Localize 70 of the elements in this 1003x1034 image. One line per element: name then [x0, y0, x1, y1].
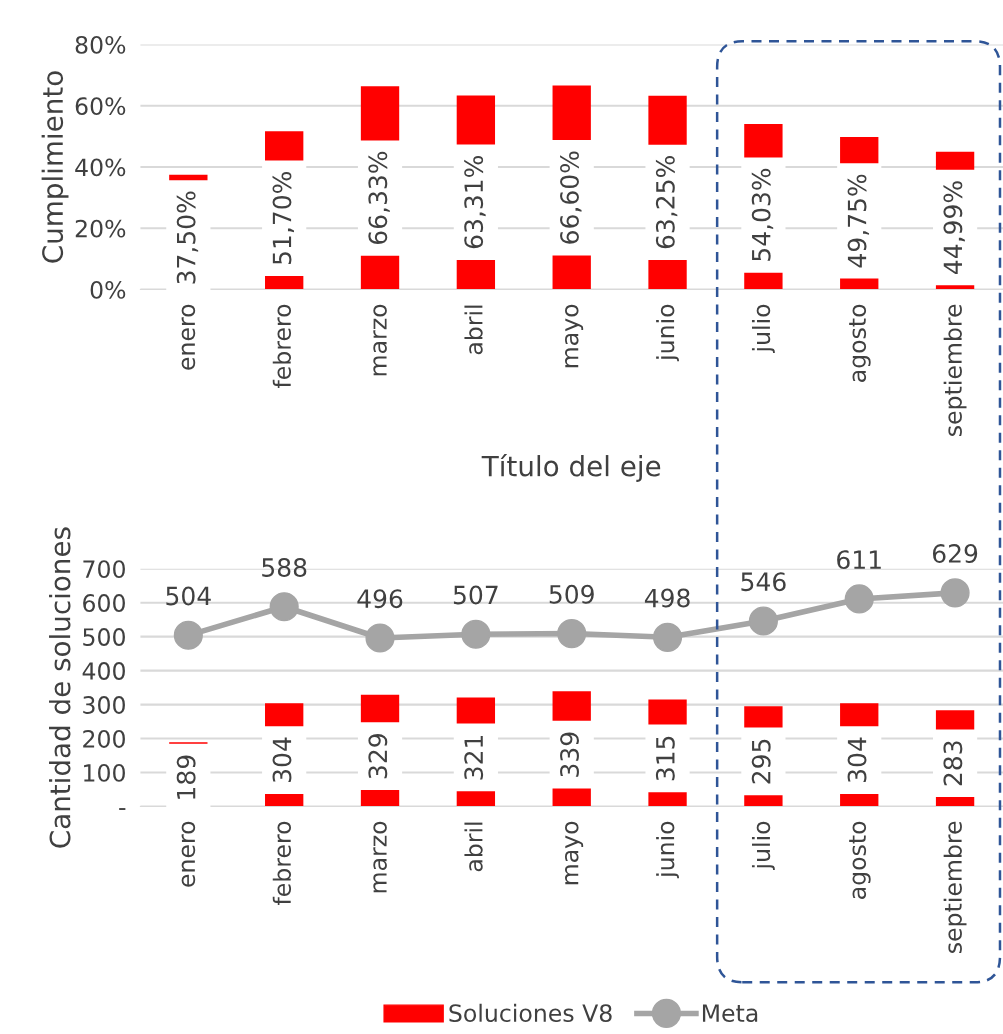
data-label: 496: [357, 589, 403, 609]
data-label: 283: [943, 741, 963, 786]
point: [557, 619, 587, 649]
data-label: 498: [644, 588, 690, 608]
x-tick-label: septiembre: [943, 821, 967, 953]
data-label: 66,33%: [368, 151, 390, 244]
y-tick-label: 80%: [75, 35, 126, 54]
x-tick-label: febrero: [272, 304, 292, 389]
x-tick-label: julio: [751, 821, 775, 870]
data-label: 315: [655, 736, 675, 781]
x-tick-label: enero: [181, 821, 196, 887]
y-tick-label: 100: [84, 763, 125, 782]
point: [461, 619, 491, 649]
x-tick-label: mayo: [565, 304, 584, 368]
x-tick-label: abril: [464, 822, 483, 872]
point: [173, 620, 203, 650]
data-label: 546: [741, 572, 786, 592]
y-tick-label: 700: [83, 560, 125, 579]
data-label: 507: [453, 585, 498, 605]
data-label: 66,60%: [560, 151, 582, 244]
data-label: 304: [847, 737, 867, 782]
data-label: 329: [368, 734, 388, 779]
y-axis-title: Cantidad de soluciones: [49, 527, 71, 848]
x-tick-label: agosto: [849, 821, 871, 899]
data-label: 44,99%: [943, 181, 965, 274]
data-label: 63,31%: [464, 155, 486, 249]
x-tick-label: julio: [751, 304, 775, 353]
y-tick-label: 40%: [75, 158, 126, 177]
y-tick-label: 60%: [75, 97, 126, 116]
y-tick-label: 400: [82, 662, 125, 680]
data-label: 509: [549, 584, 594, 604]
x-tick-label: agosto: [849, 304, 871, 382]
data-label: 504: [166, 586, 211, 606]
data-label: 49,75%: [847, 174, 870, 268]
point: [652, 622, 683, 652]
x-tick-label: marzo: [373, 304, 387, 376]
legend-label: Soluciones V8: [449, 1003, 612, 1023]
y-tick-label: -: [119, 808, 126, 810]
point: [844, 584, 874, 614]
x-tick-label: abril: [464, 305, 483, 355]
x-tick-label: junio: [656, 821, 679, 879]
x-tick-label: marzo: [373, 821, 387, 893]
point: [748, 606, 778, 636]
data-label: 588: [262, 558, 307, 577]
x-tick-label: septiembre: [943, 304, 967, 436]
x-axis-title: Título del eje: [481, 453, 661, 482]
x-tick-label: febrero: [272, 821, 292, 906]
data-label: 51,70%: [272, 171, 294, 264]
x-tick-label: junio: [656, 304, 679, 362]
data-label: 321: [464, 735, 484, 780]
y-tick-label: 600: [83, 594, 125, 612]
legend-label: Meta: [702, 1004, 758, 1023]
x-tick-label: mayo: [565, 821, 584, 885]
y-tick-label: 200: [83, 730, 125, 748]
point: [940, 578, 970, 608]
data-label: 629: [932, 544, 978, 563]
y-axis-title: Cumplimiento: [41, 71, 69, 263]
y-tick-label: 500: [83, 628, 125, 646]
data-label: 54,03%: [751, 168, 774, 261]
point: [269, 592, 299, 622]
data-label: 304: [272, 737, 292, 782]
y-tick-label: 20%: [75, 219, 126, 238]
data-label: 63,25%: [655, 156, 678, 249]
y-tick-label: 300: [83, 696, 125, 714]
point: [365, 623, 395, 653]
data-label: 295: [751, 739, 771, 784]
data-label: 611: [837, 550, 881, 570]
data-label: 339: [560, 732, 579, 777]
x-tick-label: enero: [181, 304, 196, 370]
y-tick-label: 0%: [90, 280, 126, 299]
